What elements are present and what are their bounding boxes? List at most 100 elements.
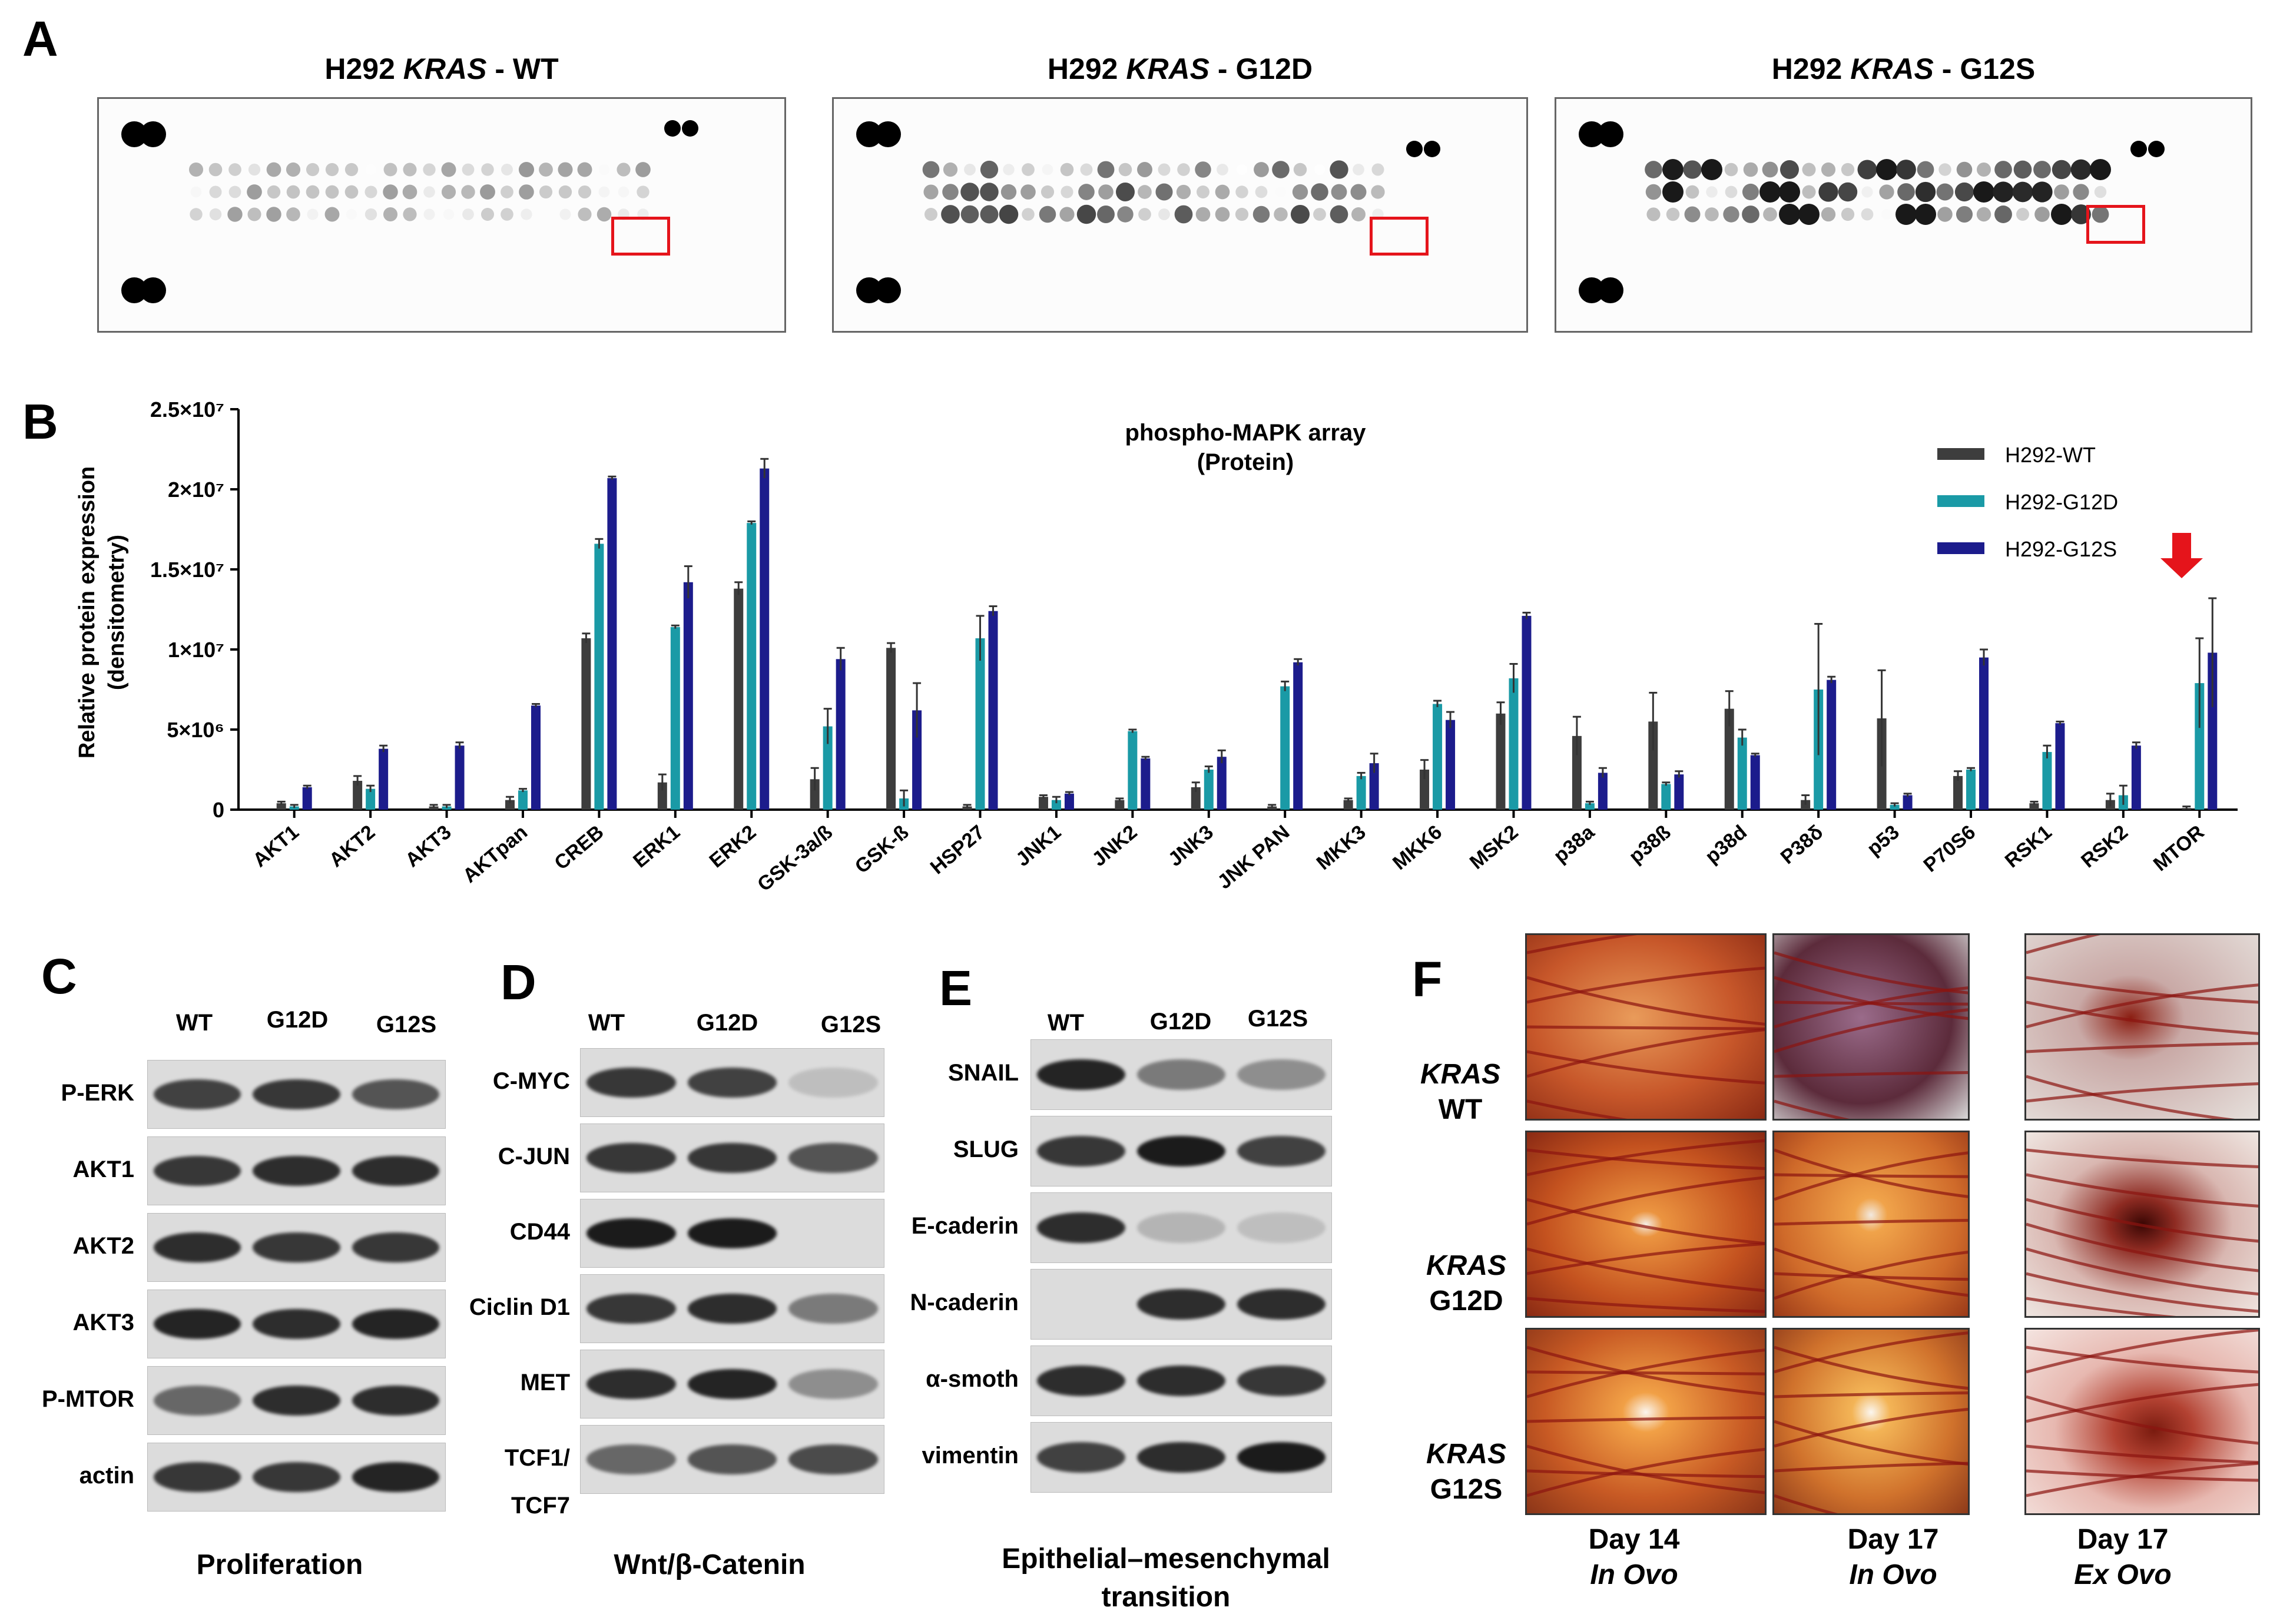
bar-h292-wt-1	[353, 781, 363, 810]
blot-band	[1237, 1289, 1325, 1320]
cam-photo	[2024, 1328, 2260, 1515]
bar-h292-g12d-16	[1509, 678, 1519, 810]
blot-band	[1237, 1212, 1325, 1243]
blot-band	[352, 1309, 439, 1339]
array-title-g12d: H292 KRAS - G12D	[1047, 52, 1313, 85]
y-tick-label: 1.5×10⁷	[150, 558, 224, 582]
blot-strip	[580, 1350, 884, 1418]
blot-band	[352, 1156, 439, 1186]
bar-h292-wt-5	[657, 782, 667, 810]
col-label-g12s-d: G12S	[820, 1012, 882, 1038]
blood-vessels	[2026, 1330, 2258, 1497]
x-tick-label: JNK3	[1164, 821, 1218, 871]
blood-vessels	[1527, 935, 1765, 1119]
blot-row-label: C-MYC	[492, 1068, 570, 1094]
bar-h292-g12d-4	[594, 543, 604, 810]
bar-h292-g12s-18	[1674, 774, 1684, 810]
blot-band	[1137, 1059, 1225, 1090]
blot-strip	[580, 1048, 884, 1117]
blot-band	[586, 1068, 676, 1098]
x-tick-label: JNK1	[1012, 821, 1065, 871]
panel-label-f: F	[1412, 952, 1443, 1007]
blot-band	[352, 1386, 439, 1416]
bar-h292-g12d-5	[670, 627, 680, 810]
bar-h292-g12s-12	[1217, 757, 1227, 810]
blood-vessels	[1527, 1345, 1765, 1497]
x-tick-label: GSK-ß	[851, 821, 913, 878]
bar-h292-wt-10	[1038, 797, 1048, 810]
cam-photo	[1772, 1328, 1970, 1515]
bar-h292-wt-3	[505, 800, 515, 810]
bar-h292-g12s-20	[1827, 680, 1837, 810]
bar-h292-g12d-18	[1661, 784, 1671, 810]
legend-entry: H292-G12D	[2005, 490, 2118, 514]
panel-label-d: D	[501, 954, 536, 1010]
x-tick-label: ERK1	[629, 821, 684, 872]
legend-swatch	[1937, 542, 1984, 554]
bar-h292-wt-14	[1343, 800, 1353, 810]
blot-band	[586, 1294, 676, 1324]
blot-row-label: SLUG	[953, 1136, 1019, 1162]
col-label-g12d-d: G12D	[696, 1010, 758, 1036]
protein-array-wt	[97, 97, 786, 333]
blood-vessels	[1527, 1139, 1765, 1313]
bar-h292-g12s-21	[1903, 795, 1913, 810]
blot-band	[1237, 1136, 1325, 1166]
x-tick-label: CREB	[550, 821, 608, 874]
legend-entry: H292-G12S	[2005, 537, 2117, 561]
cam-photo	[2024, 933, 2260, 1121]
x-tick-label: P70S6	[1920, 821, 1980, 877]
array-spots-g12d	[856, 121, 1440, 303]
blot-strip	[580, 1199, 884, 1268]
col-label-wt-e: WT	[1047, 1010, 1085, 1036]
blot-band	[352, 1462, 439, 1492]
bar-h292-wt-16	[1496, 713, 1506, 810]
caption-proliferation: Proliferation	[196, 1549, 363, 1580]
y-axis-label-2: (densitometry)	[104, 535, 129, 690]
blot-band	[1237, 1366, 1325, 1396]
blot-band	[687, 1444, 777, 1474]
bar-h292-g12d-10	[1051, 800, 1061, 810]
bar-h292-g12s-19	[1750, 755, 1760, 810]
blot-band	[253, 1079, 340, 1109]
x-tick-label: RSK1	[2001, 821, 2056, 872]
col-label-g12d: G12D	[266, 1007, 329, 1033]
bar-h292-g12d-1	[366, 788, 376, 810]
bar-h292-g12d-15	[1433, 704, 1443, 810]
blot-strip	[1030, 1192, 1332, 1263]
bar-h292-g12s-3	[531, 705, 541, 810]
blot-band	[687, 1294, 777, 1324]
blot-strip	[147, 1060, 446, 1129]
x-tick-label: ERK2	[705, 821, 760, 872]
blot-band	[1137, 1442, 1225, 1473]
highlight-box-g12s	[2086, 205, 2145, 244]
blot-strip	[1030, 1039, 1332, 1110]
blot-band	[788, 1143, 878, 1173]
blot-strip	[147, 1213, 446, 1282]
panel-label-b: B	[22, 394, 58, 449]
blood-vessels	[2026, 935, 2258, 1119]
blot-strip	[580, 1425, 884, 1494]
bar-h292-g12d-23	[2042, 752, 2052, 810]
blot-band	[788, 1369, 878, 1399]
panel-label-a: A	[22, 11, 58, 67]
blot-strip	[580, 1123, 884, 1192]
bar-h292-g12d-14	[1356, 775, 1366, 810]
x-tick-label: MKK3	[1313, 821, 1370, 874]
blot-band	[1037, 1212, 1125, 1243]
blot-row-label: E-caderin	[911, 1213, 1019, 1239]
x-tick-label: p38ß	[1625, 821, 1675, 868]
blot-band	[687, 1218, 777, 1248]
cam-photo	[1525, 1131, 1767, 1318]
blot-strip	[580, 1274, 884, 1343]
bar-h292-g12s-15	[1446, 720, 1456, 810]
caption-emt-1: Epithelial–mesenchymal	[1002, 1543, 1330, 1575]
y-axis-label: Relative protein expression	[75, 466, 100, 758]
bar-h292-g12s-17	[1598, 773, 1608, 810]
blot-strip	[1030, 1345, 1332, 1416]
y-tick-label: 5×10⁶	[167, 718, 224, 742]
x-tick-label: MSK2	[1466, 821, 1523, 874]
blot-band	[687, 1369, 777, 1399]
array-title-g12s: H292 KRAS - G12S	[1771, 52, 2036, 85]
blot-band	[1237, 1059, 1325, 1090]
